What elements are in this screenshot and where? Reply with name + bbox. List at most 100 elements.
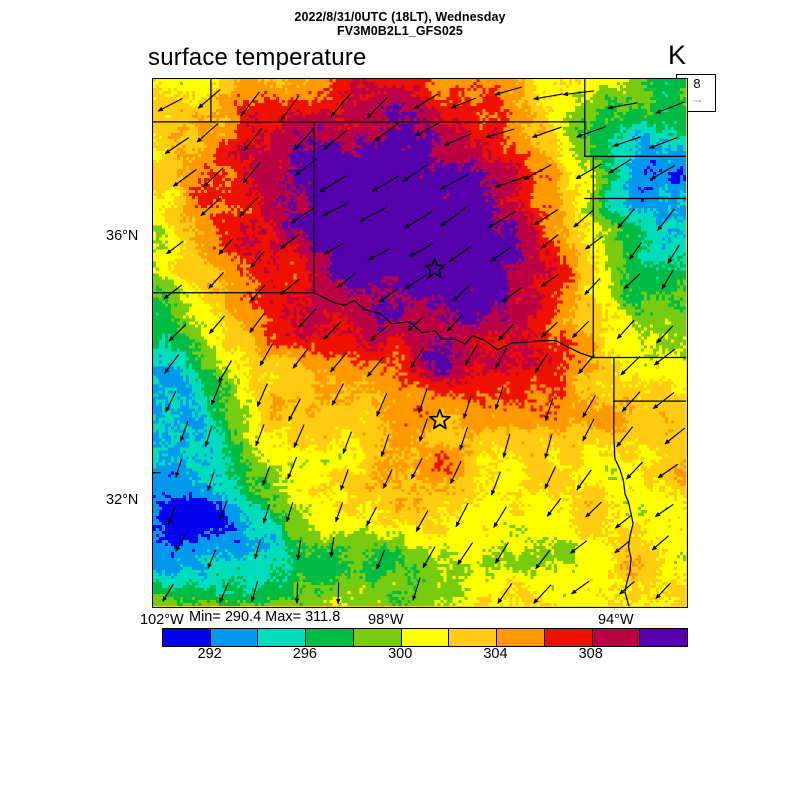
wind-vector	[243, 127, 263, 152]
wind-vector	[655, 101, 685, 114]
wind-vector	[487, 211, 516, 229]
wind-vector	[620, 355, 641, 376]
wind-vector	[369, 325, 389, 342]
wind-vector	[655, 582, 672, 600]
wind-vector	[172, 169, 197, 187]
wind-vector	[439, 173, 469, 191]
state-borders	[153, 79, 687, 607]
axis-label-lat-32: 32°N	[106, 492, 139, 508]
wind-vector	[533, 209, 559, 226]
station-markers	[423, 257, 451, 430]
wind-vector	[654, 503, 674, 518]
wind-vector	[582, 418, 595, 442]
wind-vector	[408, 243, 433, 258]
wind-vector	[584, 277, 601, 295]
wind-vector	[380, 434, 390, 458]
wind-vector	[207, 549, 217, 570]
wind-vector	[403, 210, 433, 229]
wind-vector	[294, 582, 300, 605]
axis-label-lon-98: 98°W	[368, 612, 404, 628]
wind-vector	[280, 234, 300, 249]
wind-vector	[544, 434, 553, 460]
wind-vector	[651, 535, 670, 551]
colorbar-cell-6	[449, 629, 498, 646]
wind-vector	[330, 352, 348, 373]
wind-vector	[165, 240, 184, 255]
wind-vector	[652, 391, 675, 410]
wind-vector	[210, 381, 222, 406]
wind-vector	[489, 246, 512, 262]
wind-vector	[494, 86, 523, 96]
wind-vector	[419, 418, 428, 443]
colorbar-tick-308: 308	[578, 646, 603, 662]
wind-vector	[371, 175, 400, 192]
wind-vector	[410, 457, 423, 480]
wind-vector	[175, 458, 183, 479]
wind-vector	[359, 206, 388, 223]
border-line-9	[313, 292, 594, 359]
wind-vector	[463, 395, 472, 420]
wind-vector	[614, 539, 631, 554]
colorbar-cell-4	[353, 629, 402, 646]
wind-vector	[294, 157, 318, 176]
wind-vector	[219, 500, 228, 521]
wind-vector	[412, 577, 421, 602]
wind-vector	[259, 343, 274, 367]
wind-vector	[661, 269, 674, 290]
wind-vector	[452, 283, 472, 302]
wind-vector	[497, 323, 515, 342]
wind-vector	[540, 234, 559, 249]
wind-vector	[286, 502, 294, 523]
wind-vector	[366, 506, 378, 527]
wind-vector	[410, 347, 424, 369]
wind-vector	[585, 501, 602, 518]
wind-vector	[616, 319, 635, 340]
wind-vector	[544, 398, 554, 422]
wind-vector	[262, 504, 270, 524]
wind-vector	[366, 96, 388, 119]
wind-vector	[457, 542, 474, 566]
wind-vector	[335, 582, 341, 605]
wind-vector	[464, 344, 478, 366]
wind-vector	[619, 580, 635, 595]
wind-vector	[335, 502, 344, 523]
wind-vector	[254, 539, 261, 560]
colorbar-cell-5	[401, 629, 450, 646]
wind-vector	[404, 274, 426, 290]
border-line-10	[613, 356, 634, 607]
wind-vector	[196, 122, 219, 143]
wind-vector	[577, 354, 595, 375]
wind-vector	[535, 550, 551, 570]
colorbar-cell-1	[210, 629, 259, 646]
wind-vector	[382, 468, 393, 489]
wind-vector	[165, 391, 177, 413]
axis-label-lat-36: 36°N	[106, 228, 139, 244]
wind-vector	[204, 425, 213, 448]
wind-vector	[657, 208, 675, 232]
wind-vector	[414, 121, 442, 137]
wind-vector	[292, 347, 309, 369]
wind-vector	[168, 506, 176, 525]
wind-vector	[612, 136, 641, 147]
wind-vector	[175, 534, 186, 552]
wind-vector	[422, 546, 436, 569]
wind-vector	[219, 582, 229, 604]
wind-vector	[459, 426, 469, 451]
wind-vector	[402, 163, 429, 182]
wind-vector	[321, 202, 350, 217]
wind-vector	[319, 175, 346, 193]
wind-vector	[255, 424, 265, 447]
wind-vector	[450, 97, 477, 109]
wind-vector	[494, 176, 526, 188]
wind-vector	[497, 582, 513, 604]
colorbar-tick-304: 304	[483, 646, 508, 662]
wind-vector	[584, 236, 603, 250]
wind-vector	[256, 383, 268, 408]
wind-vector	[262, 466, 271, 487]
wind-vector	[242, 161, 262, 184]
wind-vector	[293, 424, 305, 449]
map-plot-area	[152, 78, 688, 608]
wind-vector	[296, 540, 302, 561]
wind-vector	[413, 93, 439, 110]
